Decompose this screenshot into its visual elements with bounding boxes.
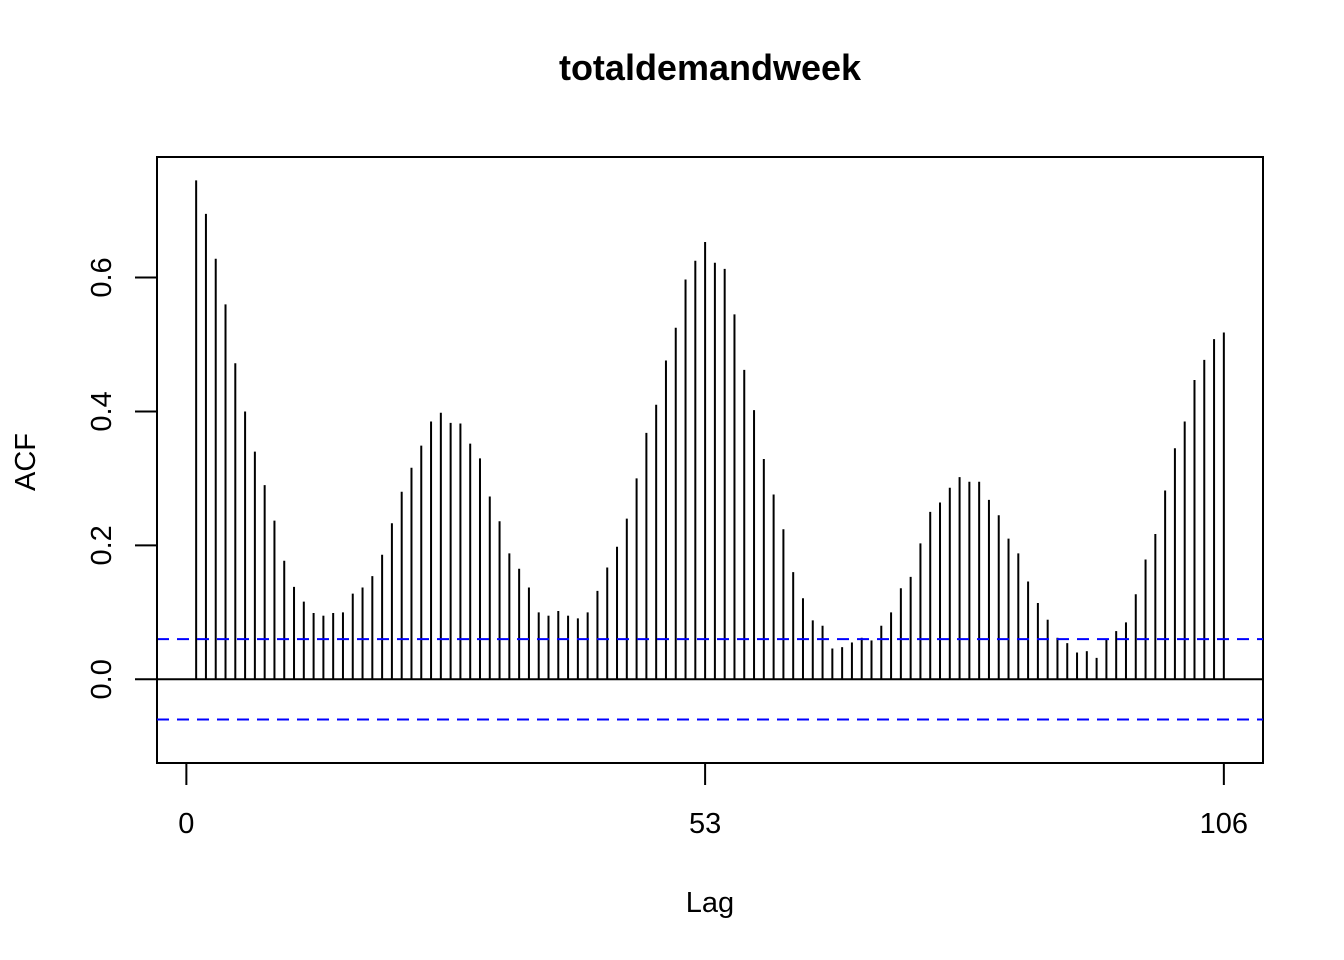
y-tick-label: 0.2 — [86, 525, 118, 565]
x-axis: 0 53 106 — [178, 762, 1248, 840]
y-tick-label: 0.0 — [86, 659, 118, 699]
y-axis: 0.0 0.2 0.4 0.6 — [86, 257, 158, 699]
y-tick-label: 0.4 — [86, 391, 118, 431]
chart-title: totaldemandweek — [559, 47, 862, 88]
x-tick-label: 0 — [178, 808, 194, 840]
x-tick-label: 53 — [689, 808, 721, 840]
y-axis-label: ACF — [10, 433, 42, 491]
x-tick-label: 106 — [1200, 808, 1248, 840]
y-tick-label: 0.6 — [86, 257, 118, 297]
x-axis-label: Lag — [686, 887, 734, 919]
acf-bars — [195, 180, 1225, 680]
